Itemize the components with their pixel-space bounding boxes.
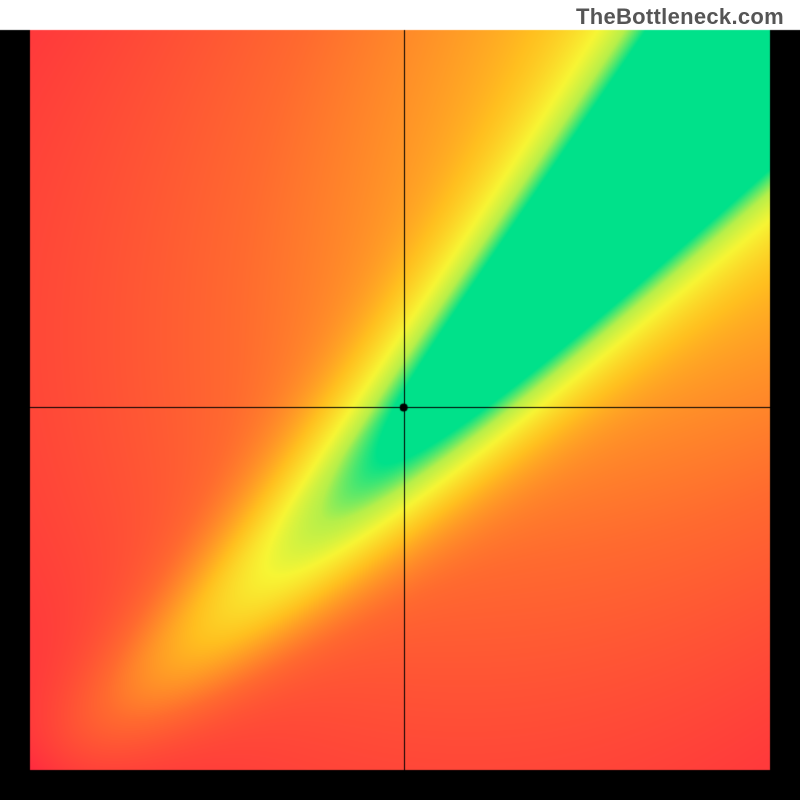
watermark-text: TheBottleneck.com bbox=[576, 4, 784, 30]
bottleneck-heatmap bbox=[0, 0, 800, 800]
